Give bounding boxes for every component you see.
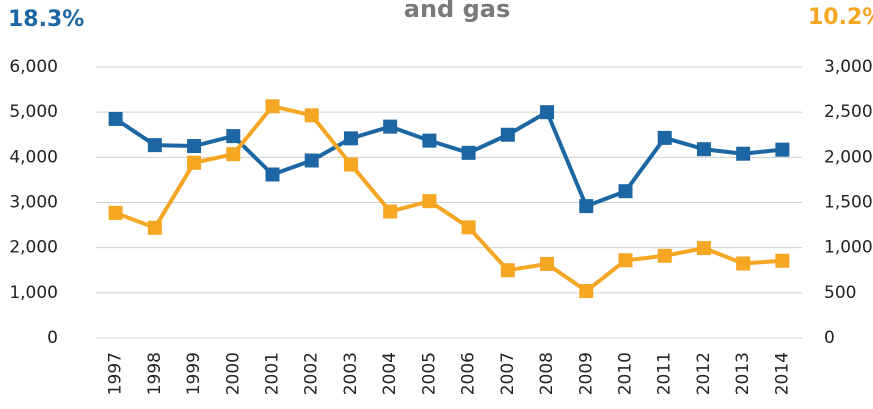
x-tick-label: 1999 — [184, 352, 204, 395]
x-tick-label: 2003 — [341, 352, 361, 395]
x-tick-label: 2013 — [733, 352, 753, 395]
marker — [775, 253, 790, 268]
marker — [696, 241, 711, 256]
x-tick-label: 1997 — [106, 352, 126, 395]
marker — [422, 133, 437, 148]
x-tick-label: 2012 — [694, 352, 714, 395]
series-line — [114, 104, 783, 294]
marker — [147, 220, 162, 235]
x-tick-label: 2008 — [537, 352, 557, 395]
marker — [579, 199, 594, 214]
y-tick-label: 5,000 — [9, 102, 58, 122]
x-tick-label: 2005 — [419, 352, 439, 395]
marker — [775, 142, 790, 157]
x-tick-label: 2004 — [380, 352, 400, 395]
marker — [304, 108, 319, 123]
marker — [657, 130, 672, 145]
x-tick-label: 2010 — [616, 352, 636, 395]
x-tick-label: 2001 — [263, 352, 283, 395]
marker — [343, 131, 358, 146]
annotation: 10.2% — [808, 5, 873, 30]
x-tick-label: 2000 — [223, 352, 243, 395]
x-tick-label: 2009 — [576, 352, 596, 395]
marker — [108, 111, 123, 126]
y2-tick-label: 2,500 — [824, 102, 873, 122]
marker — [383, 204, 398, 219]
marker — [461, 145, 476, 160]
y-tick-label: 2,000 — [9, 238, 58, 258]
y-tick-label: 1,000 — [9, 283, 58, 303]
marker — [226, 147, 241, 162]
marker — [108, 205, 123, 220]
x-tick-label: 2002 — [302, 352, 322, 395]
marker — [187, 155, 202, 170]
x-tick-label: 2007 — [498, 352, 518, 395]
y-tick-label: 6,000 — [9, 57, 58, 77]
x-tick-label: 2014 — [772, 352, 792, 395]
y-tick-label: 0 — [47, 328, 58, 348]
y-tick-label: 4,000 — [9, 147, 58, 167]
marker — [540, 256, 555, 271]
marker — [736, 256, 751, 271]
marker — [696, 142, 711, 157]
marker — [422, 194, 437, 209]
marker — [500, 263, 515, 278]
y2-tick-label: 2,000 — [824, 147, 873, 167]
marker — [618, 253, 633, 268]
marker — [657, 248, 672, 263]
marker — [343, 157, 358, 172]
marker — [265, 99, 280, 114]
y-tick-label: 3,000 — [9, 193, 58, 213]
marker — [579, 284, 594, 299]
chart-title: and gas — [404, 0, 510, 23]
marker — [736, 146, 751, 161]
marker — [461, 220, 476, 235]
marker — [500, 127, 515, 142]
marker — [265, 167, 280, 182]
x-tick-label: 2011 — [655, 352, 675, 395]
annotation: 18.3% — [8, 7, 84, 32]
y2-tick-label: 1,500 — [824, 193, 873, 213]
x-tick-label: 1998 — [145, 352, 165, 395]
marker — [187, 139, 202, 154]
y2-tick-label: 0 — [824, 328, 835, 348]
y2-tick-label: 1,000 — [824, 238, 873, 258]
x-tick-label: 2006 — [459, 352, 479, 395]
marker — [304, 153, 319, 168]
marker — [540, 105, 555, 120]
marker — [618, 184, 633, 199]
marker — [147, 138, 162, 153]
marker — [226, 129, 241, 144]
y2-tick-label: 3,000 — [824, 57, 873, 77]
y2-tick-label: 500 — [824, 283, 856, 303]
marker — [383, 119, 398, 134]
